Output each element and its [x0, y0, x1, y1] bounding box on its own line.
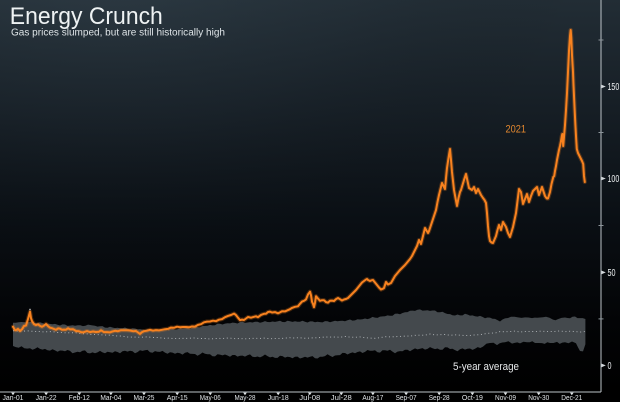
- svg-text:50: 50: [608, 268, 616, 279]
- svg-text:Mar-04: Mar-04: [100, 393, 121, 402]
- svg-text:2021: 2021: [506, 124, 527, 136]
- svg-text:Jan-01: Jan-01: [3, 393, 24, 402]
- svg-text:Sep-07: Sep-07: [396, 393, 417, 402]
- svg-text:Energy Crunch: Energy Crunch: [10, 3, 163, 30]
- svg-text:Jul-08: Jul-08: [299, 393, 320, 402]
- svg-text:150: 150: [608, 82, 620, 93]
- svg-text:Jul-28: Jul-28: [331, 393, 352, 402]
- svg-text:Jan-22: Jan-22: [36, 393, 57, 402]
- svg-text:Mar-25: Mar-25: [134, 393, 155, 402]
- svg-text:100: 100: [608, 174, 620, 185]
- svg-text:Feb-12: Feb-12: [69, 393, 90, 402]
- svg-text:Nov-30: Nov-30: [528, 393, 549, 402]
- svg-text:Sep-28: Sep-28: [429, 393, 450, 402]
- svg-text:Aug-17: Aug-17: [362, 393, 383, 402]
- svg-text:Dec-21: Dec-21: [561, 393, 582, 402]
- svg-text:May-06: May-06: [200, 393, 221, 402]
- svg-text:Jun-18: Jun-18: [268, 393, 289, 402]
- svg-text:5-year average: 5-year average: [453, 361, 519, 373]
- svg-text:May-28: May-28: [235, 393, 256, 402]
- svg-text:Apr-15: Apr-15: [167, 393, 188, 402]
- svg-text:0: 0: [608, 361, 612, 372]
- svg-text:Oct-19: Oct-19: [462, 393, 483, 402]
- svg-text:Gas prices slumped, but are st: Gas prices slumped, but are still histor…: [11, 28, 225, 39]
- svg-text:Nov-09: Nov-09: [495, 393, 516, 402]
